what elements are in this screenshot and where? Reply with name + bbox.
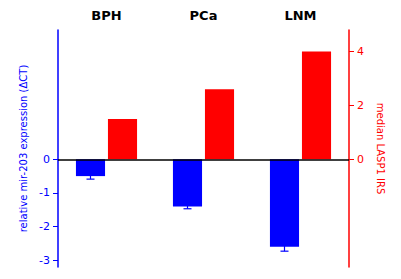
svg-text:median LASP1 IRS: median LASP1 IRS: [375, 103, 386, 194]
svg-text:PCa: PCa: [190, 8, 218, 23]
svg-text:0: 0: [357, 153, 364, 166]
svg-text:0: 0: [43, 153, 50, 166]
svg-text:relative mir-203 expression (Δ: relative mir-203 expression (ΔCT): [18, 65, 29, 233]
svg-text:LNM: LNM: [284, 8, 316, 23]
svg-text:BPH: BPH: [91, 8, 121, 23]
svg-text:-3: -3: [39, 254, 50, 267]
svg-text:-2: -2: [39, 220, 50, 233]
svg-text:2: 2: [357, 99, 364, 112]
svg-text:-1: -1: [39, 186, 50, 199]
svg-text:4: 4: [357, 45, 364, 58]
